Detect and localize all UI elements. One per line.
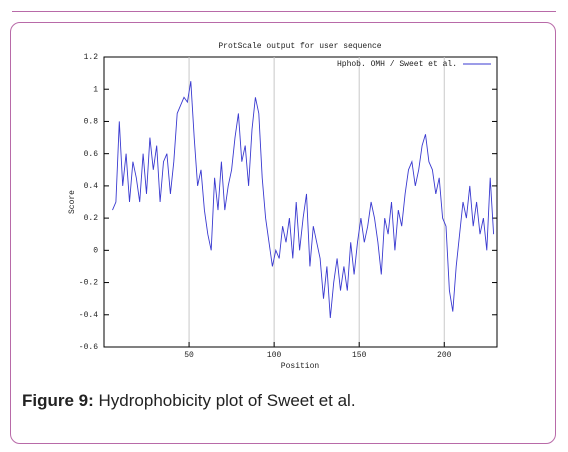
chart-title: ProtScale output for user sequence bbox=[218, 42, 381, 51]
x-tick-label: 50 bbox=[184, 351, 194, 360]
series-line bbox=[112, 81, 495, 319]
y-tick-label: -0.2 bbox=[79, 279, 98, 288]
x-axis-label: Position bbox=[281, 362, 320, 371]
y-axis-label: Score bbox=[68, 190, 77, 214]
y-tick-label: 1.2 bbox=[84, 53, 99, 62]
caption-label: Figure 9: bbox=[22, 391, 94, 410]
plot-frame bbox=[103, 56, 498, 348]
figure-card bbox=[10, 22, 556, 444]
y-tick-label: 0 bbox=[93, 246, 98, 255]
divider bbox=[12, 11, 556, 12]
y-tick-label: -0.6 bbox=[79, 343, 98, 352]
y-tick-label: 0.8 bbox=[84, 118, 99, 127]
x-tick-label: 100 bbox=[267, 351, 282, 360]
y-tick-label: 0.4 bbox=[84, 182, 99, 191]
caption-text: Hydrophobicity plot of Sweet et al. bbox=[98, 391, 356, 410]
chart: ProtScale output for user sequence Posit… bbox=[68, 42, 498, 371]
y-tick-label: 1 bbox=[93, 85, 98, 94]
y-tick-label: 0.2 bbox=[84, 214, 99, 223]
y-tick-label: -0.4 bbox=[79, 311, 98, 320]
caption: Figure 9: Hydrophobicity plot of Sweet e… bbox=[22, 391, 356, 411]
x-tick-label: 200 bbox=[437, 351, 452, 360]
x-tick-label: 150 bbox=[352, 351, 367, 360]
y-tick-label: 0.6 bbox=[84, 150, 99, 159]
legend-label: Hphob. OMH / Sweet et al. bbox=[337, 60, 457, 69]
